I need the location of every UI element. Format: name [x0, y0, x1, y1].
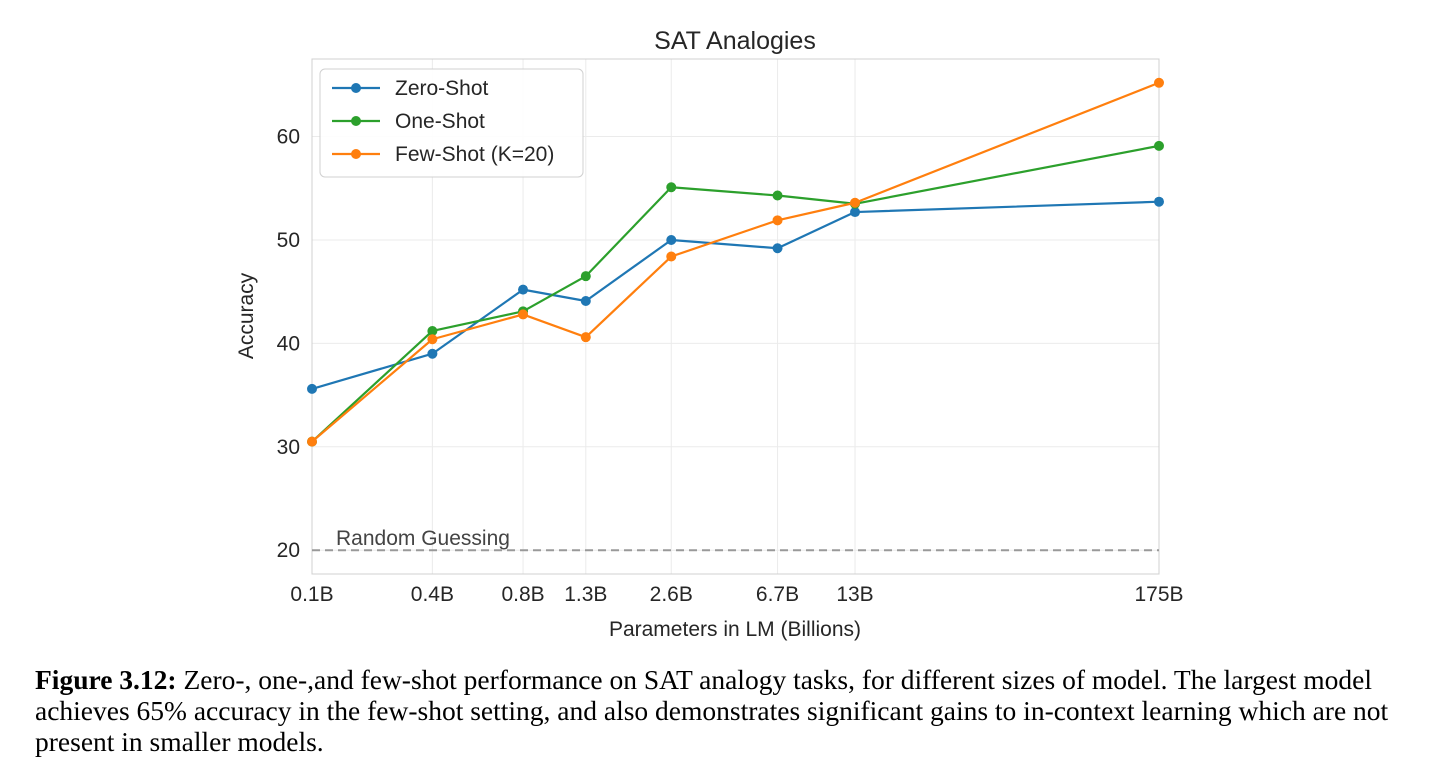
caption-label: Figure 3.12: — [35, 664, 177, 695]
legend-label: Few-Shot (K=20) — [395, 143, 554, 166]
data-point-2 — [666, 251, 677, 262]
data-point-1 — [1154, 140, 1164, 151]
x-tick-label: 2.6B — [650, 583, 693, 606]
data-point-2 — [307, 436, 317, 447]
data-point-0 — [518, 284, 529, 295]
x-tick-label: 13B — [836, 583, 873, 606]
data-point-2 — [1154, 77, 1164, 88]
data-point-0 — [1154, 196, 1164, 207]
data-point-0 — [427, 348, 438, 359]
plot-area: 0.1B 0.4B 0.8B 1.3B 2.6B 6.7B 13B 175B 20 30 40 50 6… — [277, 58, 1184, 606]
data-point-0 — [666, 234, 677, 245]
y-tick-label: 40 — [277, 332, 300, 355]
data-point-0 — [772, 243, 783, 254]
plot-frame — [311, 58, 1160, 575]
x-tick-label: 6.7B — [756, 583, 799, 606]
data-point-0 — [580, 295, 591, 306]
x-tick-label: 0.4B — [411, 583, 454, 606]
figure-caption: Figure 3.12: Zero-, one-,and few-shot pe… — [35, 664, 1410, 757]
data-point-2 — [580, 332, 591, 343]
series-line-0 — [311, 200, 1160, 390]
y-tick-label: 30 — [277, 436, 300, 459]
chart-title: SAT Analogies — [654, 27, 816, 55]
x-tick-label: 0.1B — [290, 583, 333, 606]
legend-label: Zero-Shot — [395, 77, 489, 100]
x-tick-label: 1.3B — [564, 583, 607, 606]
data-point-2 — [518, 309, 529, 320]
data-point-2 — [850, 197, 861, 208]
data-point-0 — [850, 207, 861, 218]
y-tick-label: 20 — [277, 539, 300, 562]
data-point-1 — [580, 271, 591, 282]
legend-marker — [351, 83, 361, 93]
legend-label: One-Shot — [395, 110, 485, 133]
legend-marker — [351, 116, 361, 126]
data-point-1 — [666, 182, 677, 193]
x-tick-label: 0.8B — [501, 583, 544, 606]
legend-box — [319, 68, 584, 178]
legend-marker — [351, 149, 361, 159]
y-tick-label: 60 — [277, 126, 300, 149]
data-point-1 — [427, 325, 438, 336]
y-tick-label: 50 — [277, 229, 300, 252]
x-axis-label: Parameters in LM (Billions) — [609, 618, 861, 641]
series-line-2 — [311, 81, 1160, 443]
x-tick-label: 175B — [1134, 583, 1183, 606]
chart: SAT Analogies 0.1B 0.4B 0.8B 1.3B 2.6B 6.7B 13… — [235, 27, 1184, 641]
data-point-2 — [772, 215, 783, 226]
data-point-1 — [772, 190, 783, 201]
caption-text: Zero-, one-,and few-shot performance on … — [35, 664, 1389, 757]
random-guessing-label: Random Guessing — [336, 527, 510, 550]
y-axis-label: Accuracy — [235, 272, 258, 359]
data-point-2 — [427, 334, 438, 345]
series-line-1 — [311, 144, 1160, 443]
data-point-0 — [307, 383, 317, 394]
